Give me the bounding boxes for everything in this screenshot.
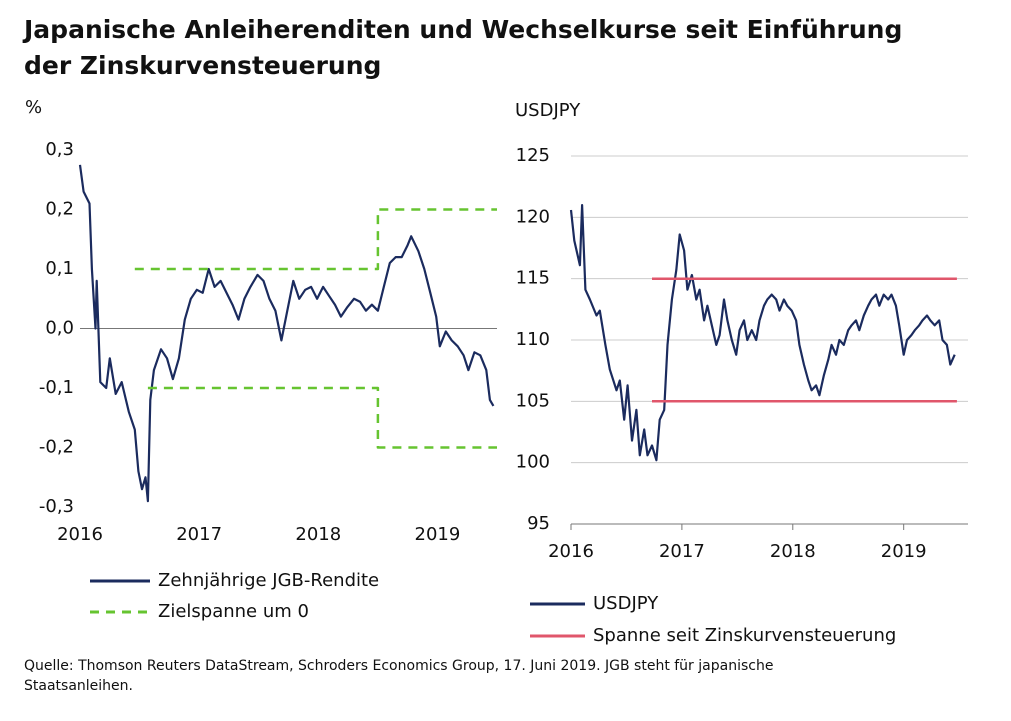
data-line <box>134 208 497 449</box>
y-axis-label: % <box>25 97 42 118</box>
y-tick-label: 95 <box>527 513 550 534</box>
charts: %0,3 0,2 0,1 0,0 -0,1 -0,2 -0,3 2016 2017 2018 201… <box>25 97 968 646</box>
x-tick-label: 2018 <box>295 524 341 545</box>
y-tick-label: 0,1 <box>45 258 74 279</box>
y-tick-label: 125 <box>516 145 550 166</box>
y-tick-label: 0,3 <box>45 139 74 160</box>
y-tick-label: -0,1 <box>39 377 74 398</box>
y-tick-label: 110 <box>516 329 550 350</box>
y-tick-label: 100 <box>516 452 550 473</box>
x-tick-label: 2016 <box>548 541 594 562</box>
x-tick-label: 2016 <box>57 524 103 545</box>
x-tick-label: 2017 <box>659 541 705 562</box>
y-tick-label: 115 <box>516 268 550 289</box>
y-tick-label: 105 <box>516 390 550 411</box>
data-line <box>569 204 956 462</box>
y-tick-label: -0,3 <box>39 496 74 517</box>
data-line <box>652 277 957 403</box>
legend-label: USDJPY <box>593 593 659 614</box>
x-tick-label: 2019 <box>415 524 461 545</box>
legend-label: Zielspanne um 0 <box>158 601 309 622</box>
x-tick-label: 2019 <box>881 541 927 562</box>
y-tick-label: -0,2 <box>39 437 74 458</box>
y-tick-label: 120 <box>516 206 550 227</box>
y-axis-label: USDJPY <box>515 100 581 121</box>
data-line <box>78 164 495 503</box>
y-tick-label: 0,2 <box>45 199 74 220</box>
y-tick-label: 0,0 <box>45 318 74 339</box>
source-note: Quelle: Thomson Reuters DataStream, Schr… <box>24 658 774 694</box>
legend-label: Spanne seit Zinskurvensteuerung <box>593 625 896 646</box>
page-title: Japanische Anleiherenditen und Wechselku… <box>24 15 903 80</box>
legend-label: Zehnjährige JGB-Rendite <box>158 570 379 591</box>
x-tick-label: 2018 <box>770 541 816 562</box>
x-tick-label: 2017 <box>176 524 222 545</box>
